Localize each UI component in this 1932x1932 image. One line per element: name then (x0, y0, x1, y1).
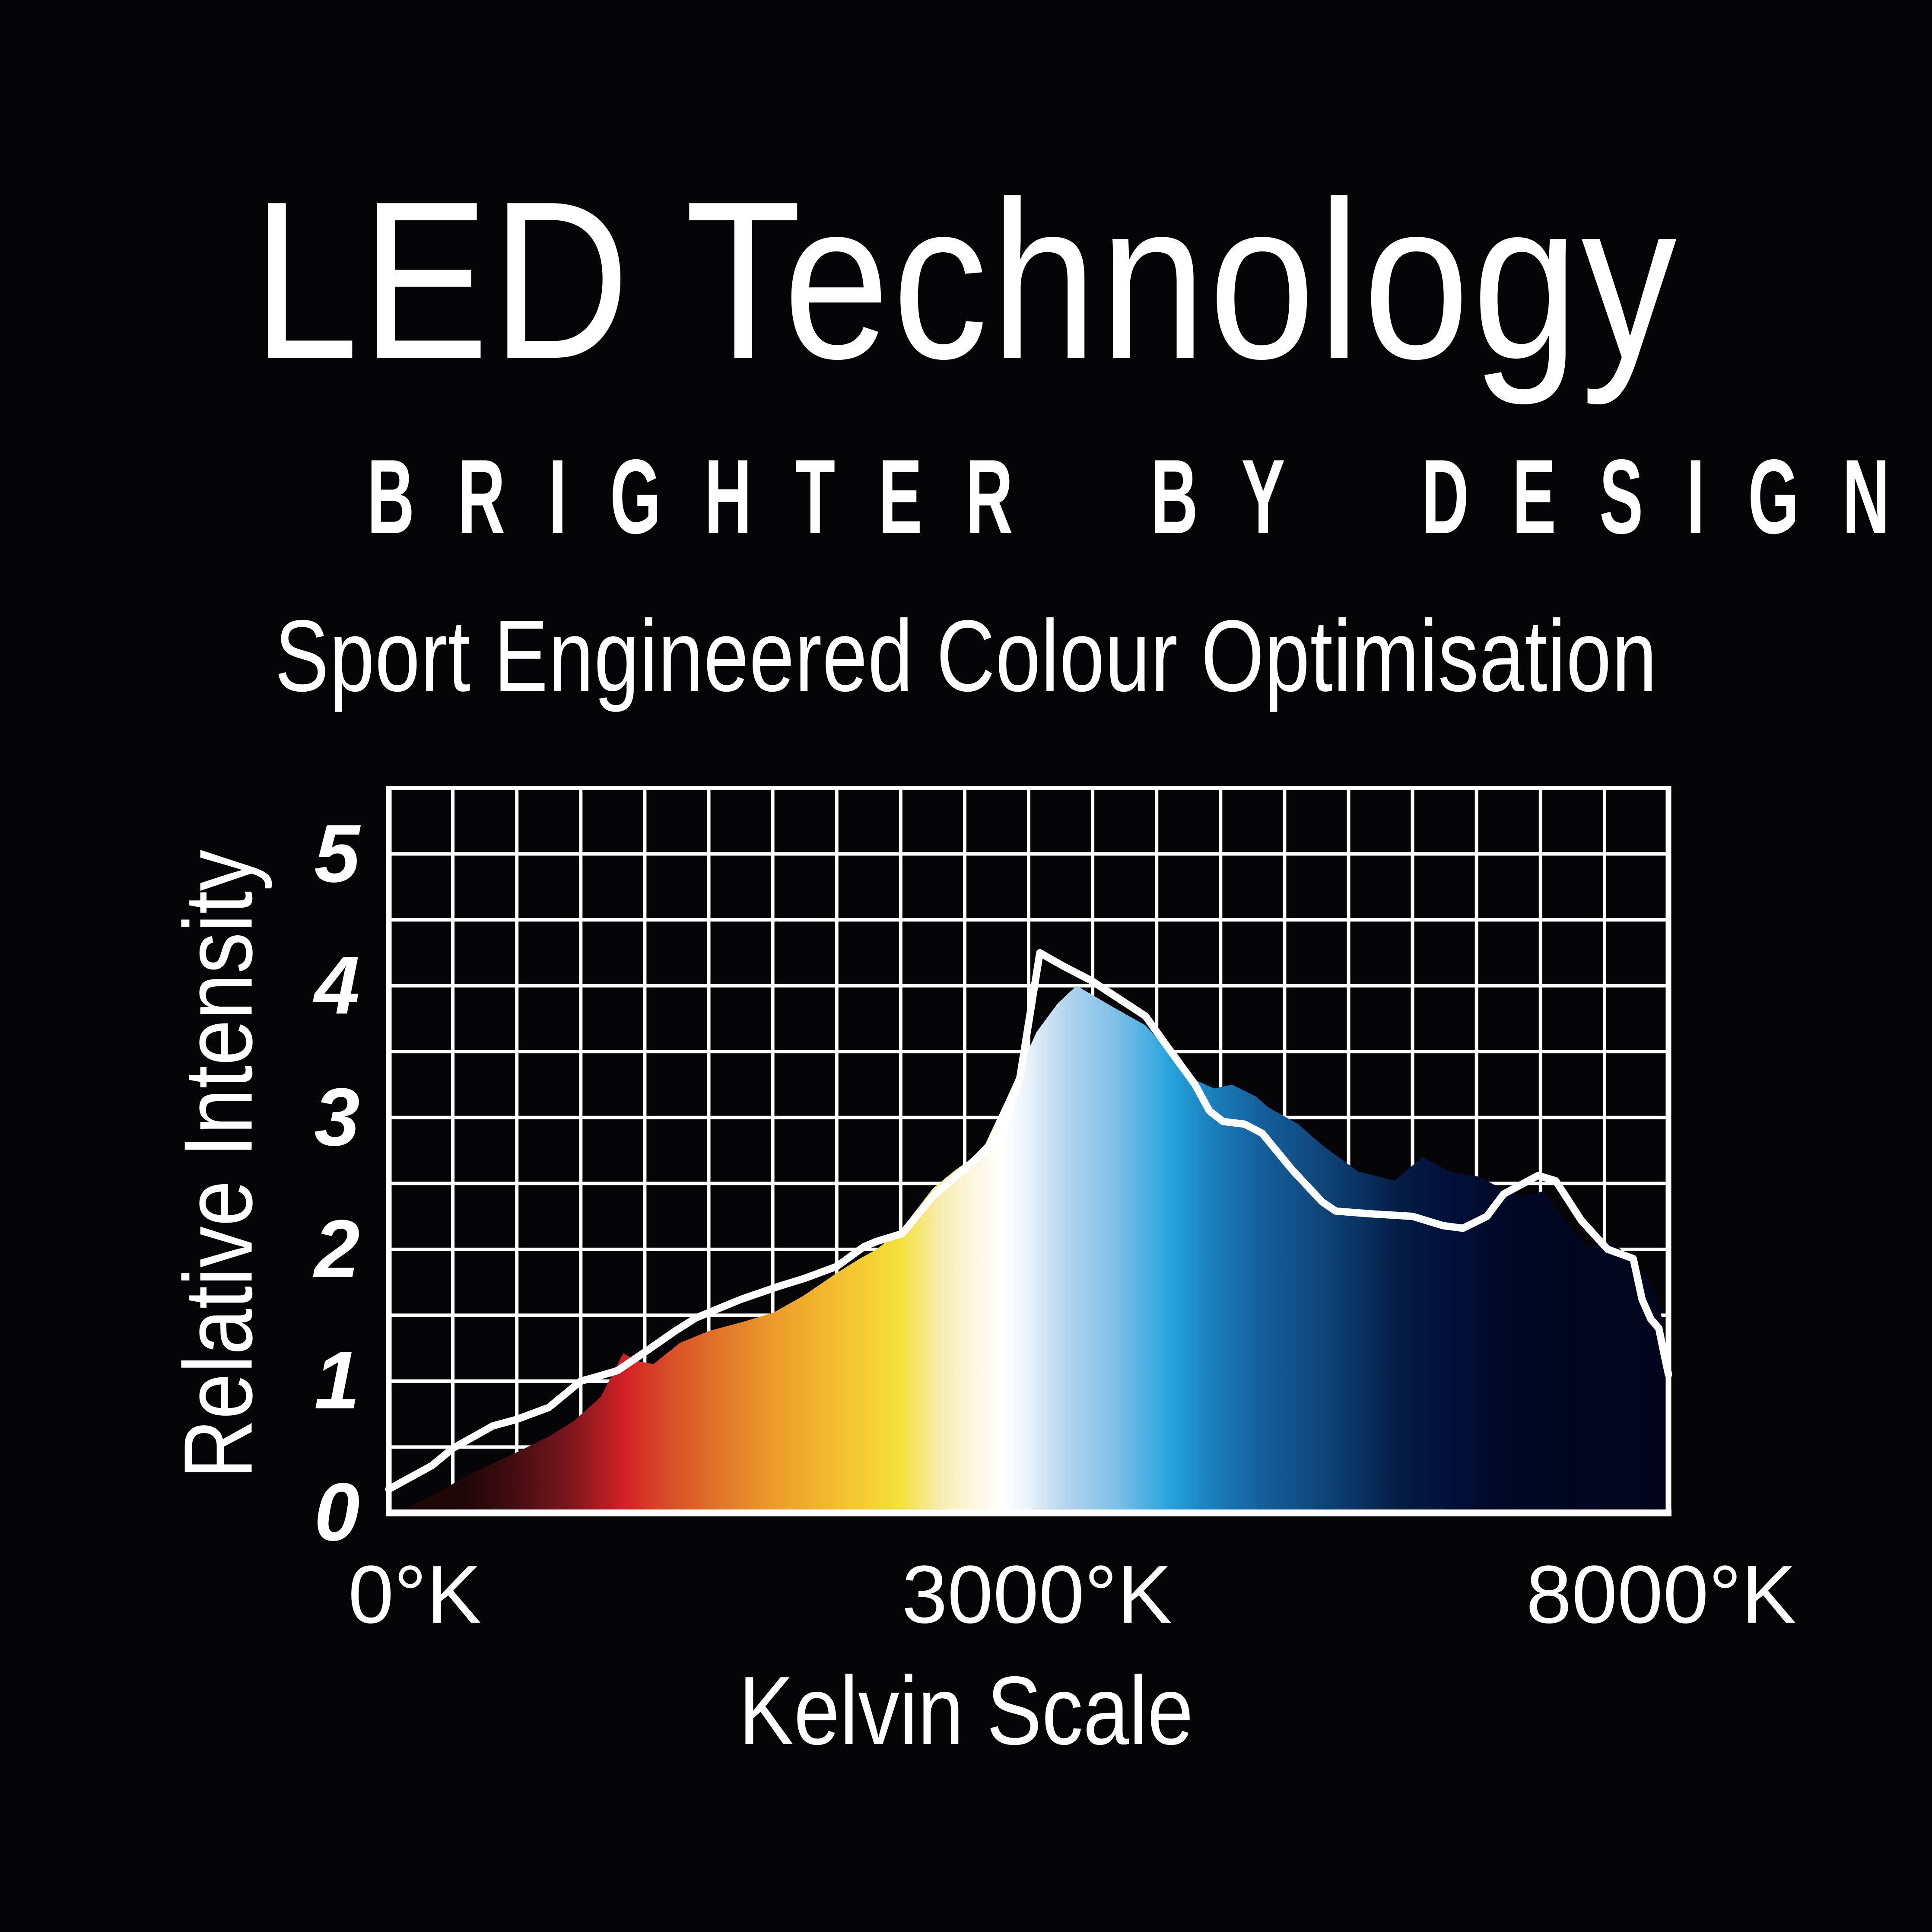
x-axis-title: Kelvin Scale (738, 1656, 1194, 1765)
y-tick-1: 1 (314, 1335, 360, 1426)
y-axis-title-text: Relative Intensity (163, 849, 273, 1479)
subtitle: Sport Engineered Colour Optimisation (274, 599, 1658, 712)
y-tick-4: 4 (314, 940, 360, 1031)
spectrum-area (401, 985, 1668, 1513)
reference-line (385, 949, 1672, 1493)
plot-border (386, 786, 1671, 1516)
x-tick-0k: 0°K (348, 1549, 482, 1640)
y-tick-3: 3 (314, 1071, 360, 1163)
y-tick-0: 0 (314, 1466, 360, 1558)
y-tick-5: 5 (314, 808, 360, 899)
x-tick-8000k: 8000°K (1526, 1549, 1796, 1640)
page-title: LED Technology (252, 155, 1680, 406)
x-tick-3000k: 3000°K (902, 1549, 1172, 1640)
y-tick-2: 2 (314, 1203, 360, 1295)
